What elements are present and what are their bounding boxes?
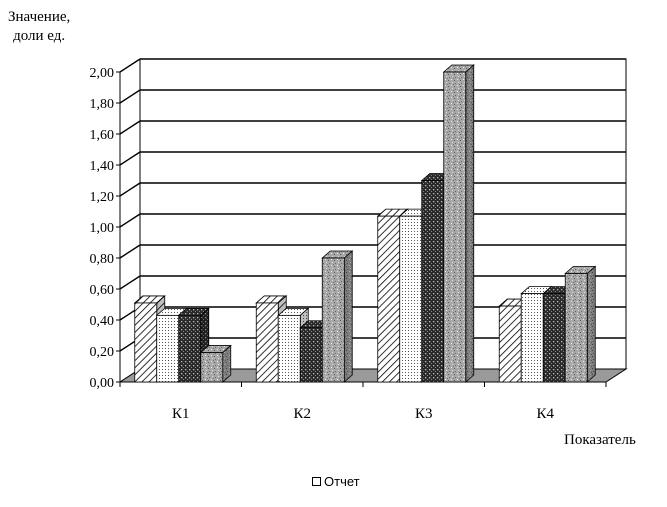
bar — [199, 344, 232, 383]
bar-front — [299, 327, 323, 383]
bar-front — [443, 71, 467, 383]
legend-swatch — [312, 477, 321, 486]
y-tick-label: 2,00 — [90, 66, 115, 81]
y-axis-title: Значение, доли ед. — [8, 8, 70, 46]
y-tick-label: 0,40 — [90, 314, 115, 329]
x-axis: К1 К2 К3 К4 — [119, 381, 607, 422]
bar-front — [542, 293, 566, 383]
y-tick-label: 0,20 — [90, 345, 115, 360]
y-tick-label: 1,20 — [90, 190, 115, 205]
gridline-side — [119, 151, 141, 166]
bar-front — [421, 180, 445, 383]
gridline-side — [119, 244, 141, 259]
gridline-side — [119, 182, 141, 197]
x-tick-label: К4 — [536, 406, 554, 422]
bar-front — [564, 273, 588, 383]
y-tick-label: 0,80 — [90, 252, 115, 267]
y-axis-title-line1: Значение, — [8, 9, 71, 25]
x-tick-label: К2 — [293, 406, 311, 422]
y-tick-label: 0,00 — [90, 376, 115, 391]
y-axis: 0,00 0,20 0,40 0,60 0,80 1,00 1,20 1,40 1,60 1,80… — [90, 66, 121, 391]
y-tick-label: 0,60 — [90, 283, 115, 298]
y-tick-label: 1,80 — [90, 97, 115, 112]
bar — [564, 265, 597, 383]
legend: Отчет — [312, 474, 360, 489]
bar-front — [520, 293, 544, 383]
bars — [133, 64, 597, 383]
bar-front — [134, 302, 158, 383]
bar-front — [498, 305, 522, 383]
bar-front — [321, 257, 345, 383]
bar-front — [178, 314, 202, 383]
bar-front — [277, 314, 301, 383]
bar-front — [255, 302, 279, 383]
gridline-side — [119, 275, 141, 290]
x-tick-label: К1 — [172, 406, 190, 422]
y-tick-label: 1,40 — [90, 159, 115, 174]
bar-side-shade — [587, 266, 596, 382]
y-tick-label: 1,00 — [90, 221, 115, 236]
gridline-side — [119, 120, 141, 135]
bar-front — [200, 352, 224, 383]
y-axis-title-line2: доли ед. — [13, 28, 66, 44]
gridline-side — [119, 89, 141, 104]
bar-side-shade — [344, 251, 353, 382]
gridline-side — [119, 58, 141, 73]
legend-label: Отчет — [324, 474, 360, 489]
x-tick-label: К3 — [415, 406, 433, 422]
bar-front — [156, 314, 180, 383]
gridline-side — [119, 213, 141, 228]
bar-front — [377, 215, 401, 383]
y-tick-label: 1,60 — [90, 128, 115, 143]
bar-front — [399, 215, 423, 383]
bar — [442, 64, 475, 383]
bar-side-shade — [222, 345, 231, 382]
x-axis-title: Показатель — [564, 432, 636, 448]
bar-side-shade — [465, 65, 474, 382]
bar — [321, 250, 354, 383]
